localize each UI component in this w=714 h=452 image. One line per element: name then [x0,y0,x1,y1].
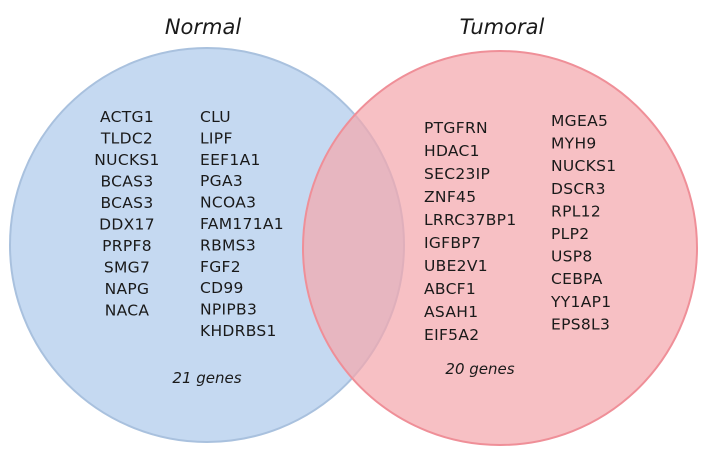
tumoral-gene-label: CEBPA [551,270,603,288]
normal-gene-label: CD99 [200,279,244,297]
tumoral-gene-label: MGEA5 [551,112,608,130]
normal-gene-label: NUCKS1 [94,151,159,169]
normal-gene-label: PGA3 [200,172,243,190]
tumoral-gene-label: PLP2 [551,225,589,243]
normal-gene-label: EEF1A1 [200,151,261,169]
normal-gene-label: TLDC2 [100,130,153,148]
tumoral-set-title: Tumoral [460,15,545,39]
tumoral-gene-label: ASAH1 [424,303,478,321]
tumoral-gene-label: ZNF45 [424,188,476,206]
normal-gene-label: CLU [200,108,231,126]
normal-gene-label: FAM171A1 [200,215,284,233]
tumoral-gene-label: HDAC1 [424,142,480,160]
normal-gene-label: LIPF [200,129,233,147]
tumoral-gene-label: MYH9 [551,135,597,153]
normal-gene-label: NPIPB3 [200,301,257,319]
tumoral-gene-label: YY1AP1 [550,293,611,311]
tumoral-gene-column-1: PTGFRN HDAC1 SEC23IP ZNF45 LRRC37BP1 IGFBP7 UB… [424,119,517,344]
normal-gene-label: FGF2 [200,258,241,276]
normal-gene-label: DDX17 [99,216,155,234]
tumoral-gene-count: 20 genes [445,360,514,378]
tumoral-gene-label: ABCF1 [424,280,476,298]
normal-gene-label: KHDRBS1 [200,322,277,340]
normal-gene-label: PRPF8 [102,237,152,255]
normal-gene-column-2: CLU LIPF EEF1A1 PGA3 NCOA3 FAM171A1 RBMS3 FGF2 C… [200,108,284,340]
normal-gene-label: NAPG [105,280,150,298]
tumoral-gene-label: DSCR3 [551,180,606,198]
tumoral-gene-label: EIF5A2 [424,326,479,344]
tumoral-gene-column-2: MGEA5 MYH9 NUCKS1 DSCR3 RPL12 PLP2 USP8 CEBPA YY… [550,112,616,333]
normal-gene-column-1: ACTG1 TLDC2 NUCKS1 BCAS3 BCAS3 DDX17 PRPF8 SMG7… [94,108,159,320]
tumoral-gene-label: LRRC37BP1 [424,211,517,229]
tumoral-gene-label: RPL12 [551,202,601,220]
normal-gene-label: BCAS3 [101,194,154,212]
normal-gene-label: RBMS3 [200,236,256,254]
tumoral-gene-label: SEC23IP [424,165,490,183]
normal-gene-count: 21 genes [172,369,241,387]
normal-gene-label: SMG7 [104,259,150,277]
tumoral-gene-label: IGFBP7 [424,234,481,252]
normal-gene-label: NACA [105,302,150,320]
normal-set-title: Normal [165,15,242,39]
tumoral-gene-label: EPS8L3 [551,315,610,333]
tumoral-gene-label: PTGFRN [424,119,488,137]
tumoral-gene-label: NUCKS1 [551,157,616,175]
normal-gene-label: BCAS3 [101,173,154,191]
tumoral-set-circle [302,50,698,446]
tumoral-gene-label: UBE2V1 [424,257,488,275]
normal-gene-label: NCOA3 [200,194,256,212]
tumoral-gene-label: USP8 [551,248,593,266]
normal-gene-label: ACTG1 [100,108,154,126]
